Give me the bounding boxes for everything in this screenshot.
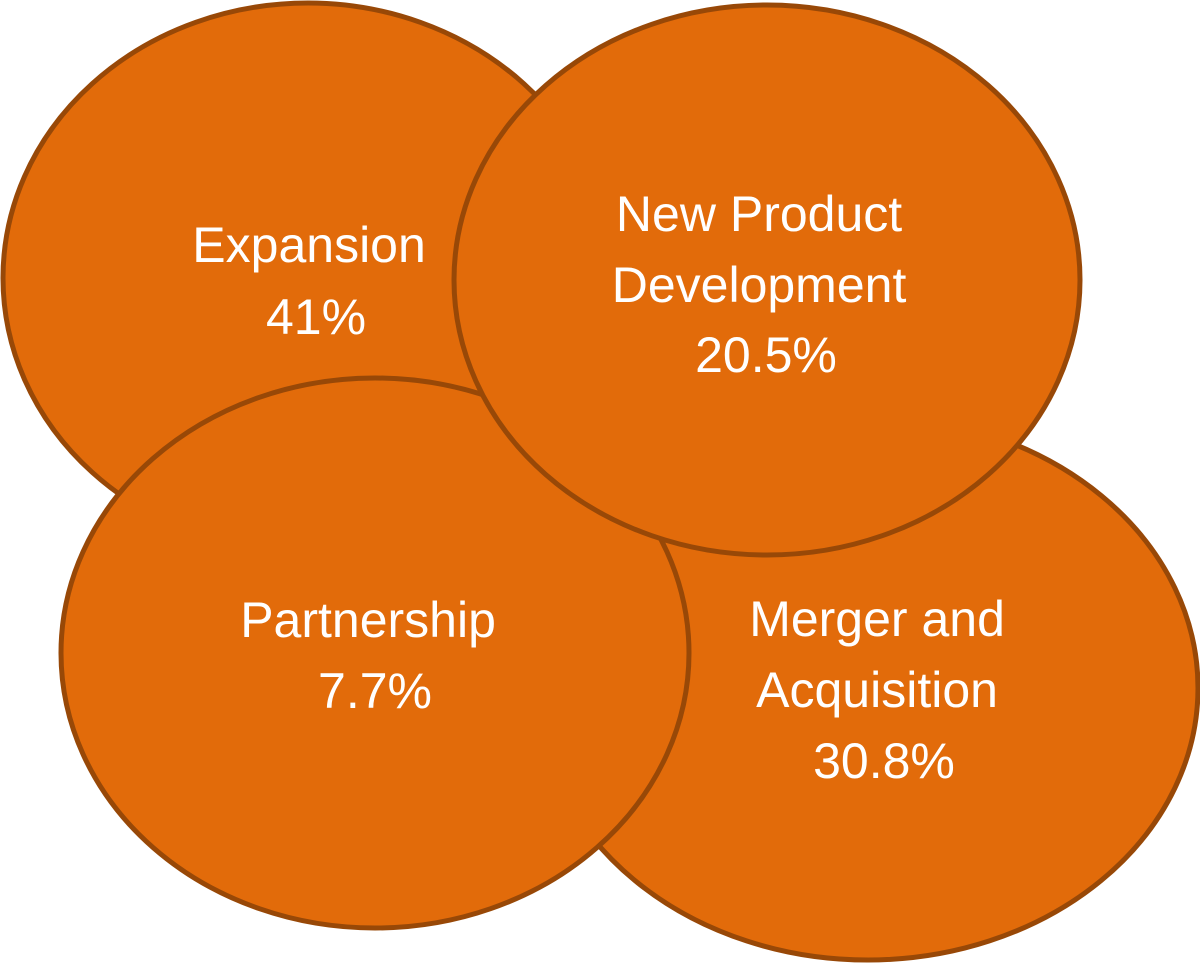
bubble-new-product-development-line-1: New Product [616, 186, 902, 242]
bubble-new-product-development-label: New Product Development 20.5% [612, 186, 921, 383]
bubble-partnership: Partnership 7.7% [58, 375, 692, 931]
bubble-partnership-label: Partnership 7.7% [240, 592, 510, 719]
bubble-partnership-shape [58, 375, 692, 931]
bubble-new-product-development-line-2: Development [612, 257, 907, 313]
bubble-merger-and-acquisition: Merger and Acquisition 30.8% [535, 413, 1200, 963]
bubble-new-product-development: New Product Development 20.5% [451, 2, 1083, 558]
bubble-partnership-line-2: 7.7% [318, 663, 432, 719]
bubble-new-product-development-shape [451, 2, 1083, 558]
bubble-merger-and-acquisition-line-3: 30.8% [813, 733, 955, 789]
bubble-expansion-line-1: Expansion [192, 217, 426, 273]
bubble-merger-and-acquisition-label: Merger and Acquisition 30.8% [749, 591, 1019, 789]
bubble-new-product-development-line-3: 20.5% [695, 327, 837, 383]
bubble-expansion-line-2: 41% [266, 289, 366, 345]
bubble-merger-and-acquisition-line-2: Acquisition [756, 662, 998, 718]
bubble-partnership-line-1: Partnership [240, 592, 496, 648]
bubble-merger-and-acquisition-line-1: Merger and [749, 591, 1005, 647]
bubble-expansion-label: Expansion 41% [192, 217, 439, 345]
